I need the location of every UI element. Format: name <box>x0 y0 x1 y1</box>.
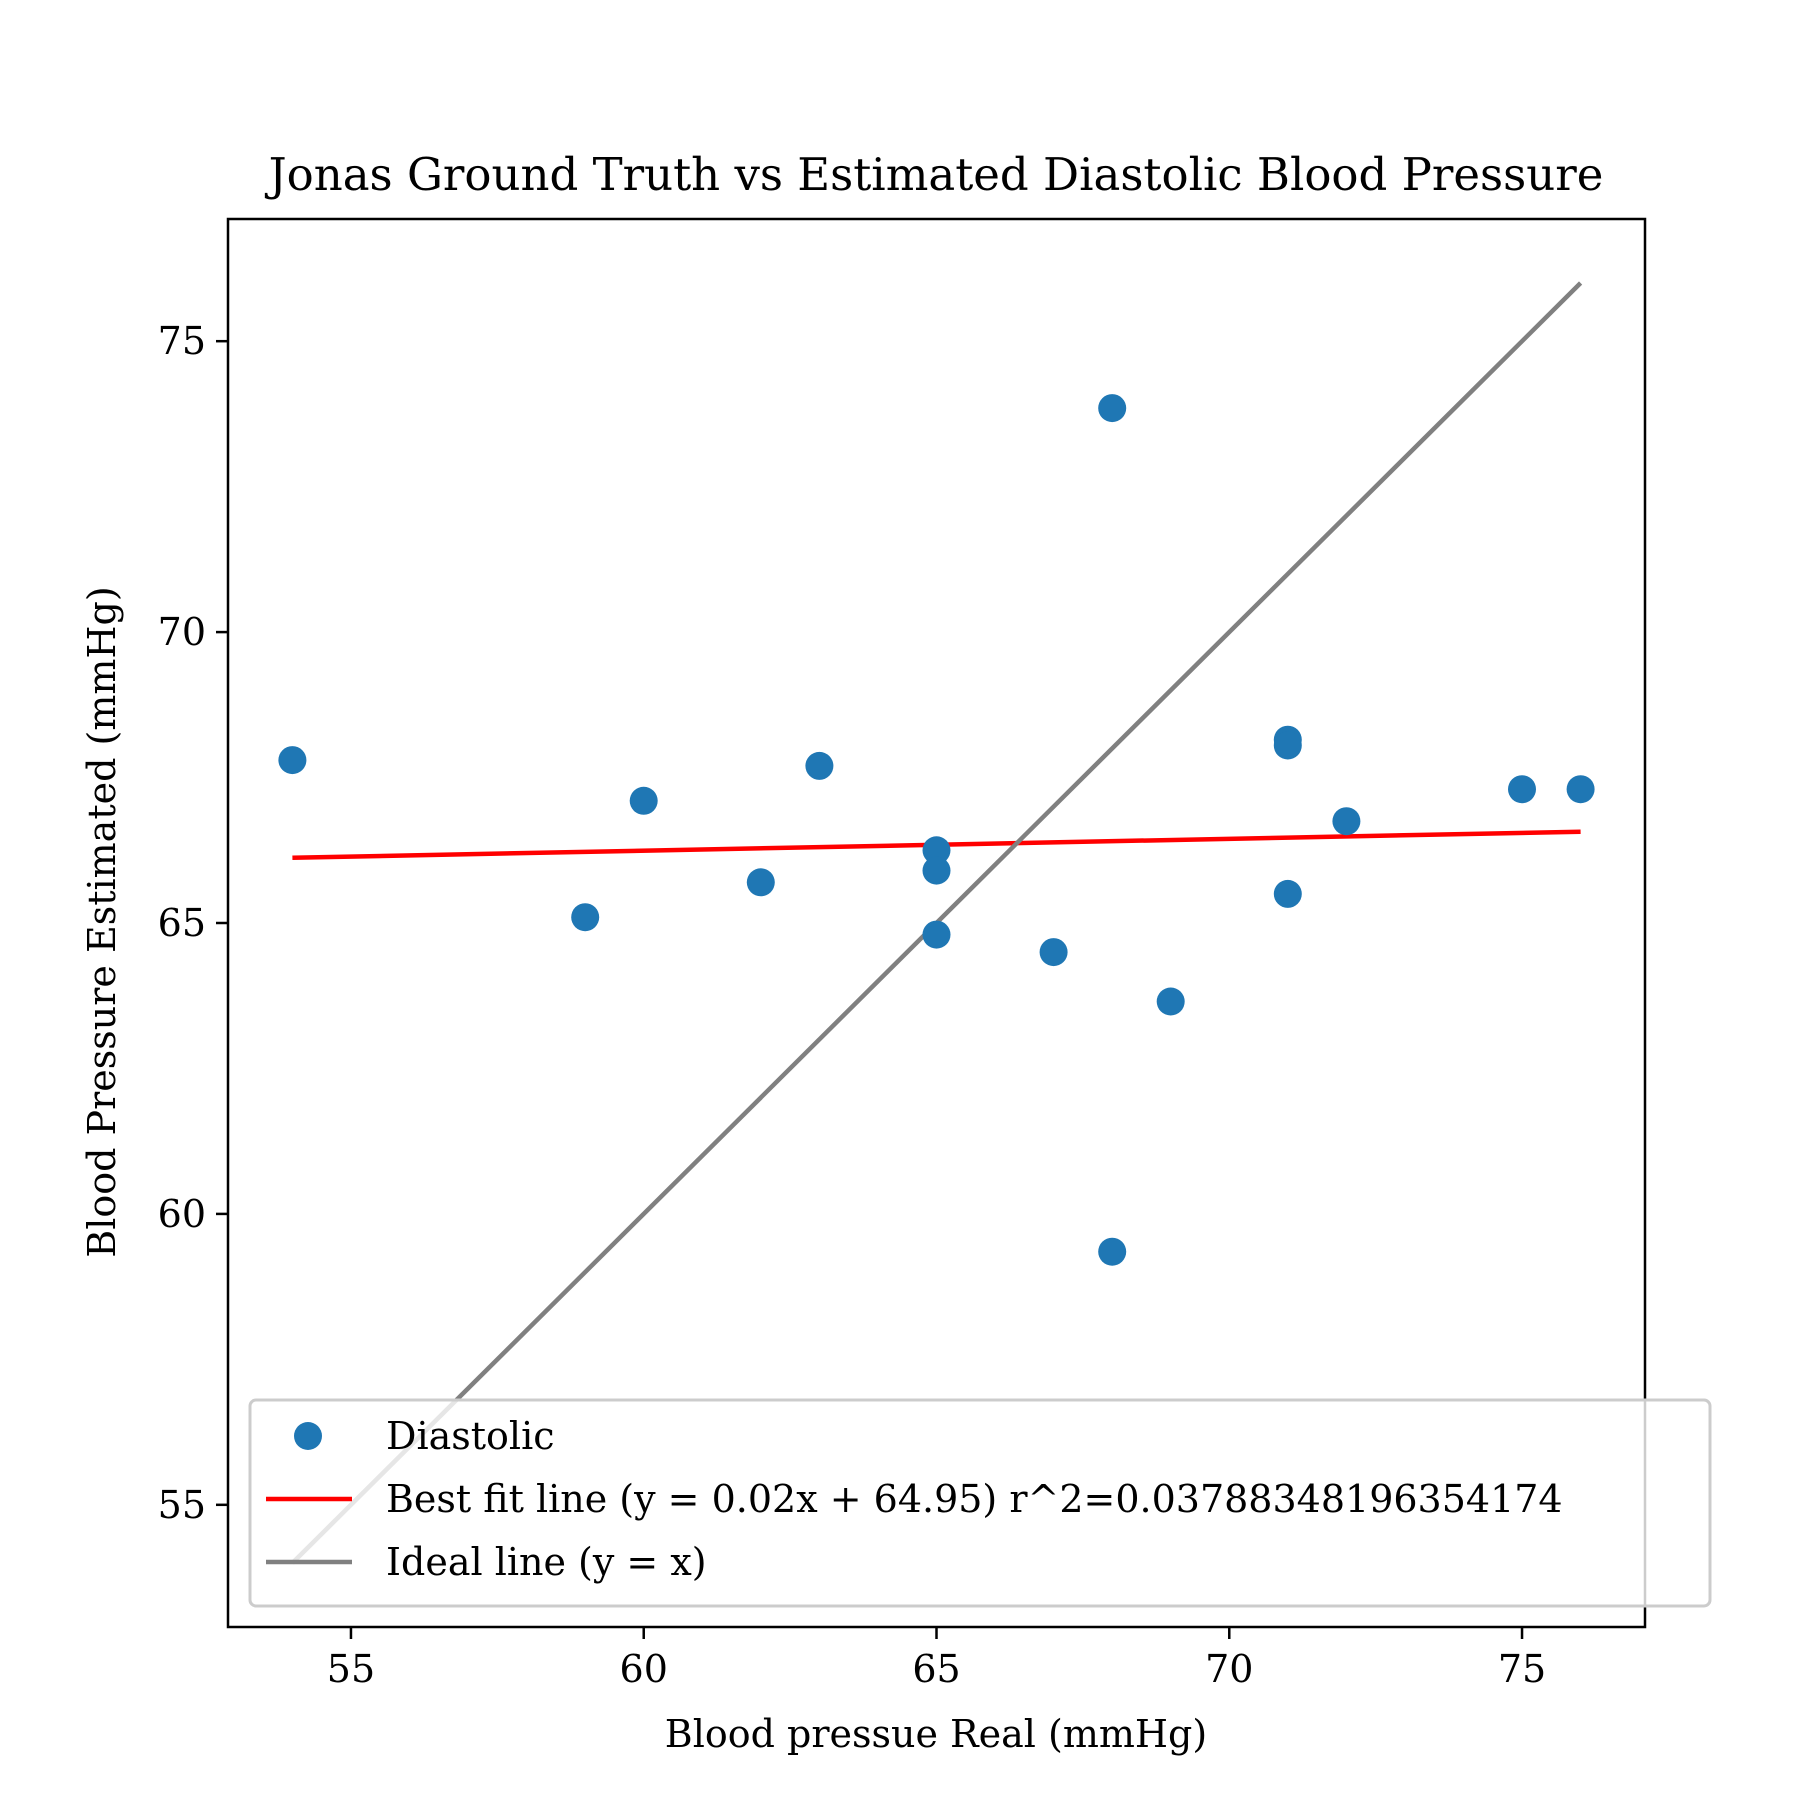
data-point <box>1039 938 1068 967</box>
y-tick-label: 55 <box>158 1483 206 1527</box>
data-point <box>1098 1237 1127 1266</box>
data-point <box>922 920 951 949</box>
data-point <box>746 868 775 897</box>
data-point <box>805 751 834 780</box>
legend-box <box>248 1398 1712 1608</box>
legend-label-diastolic: Diastolic <box>386 1414 555 1458</box>
plot-area <box>278 281 1595 1565</box>
data-point <box>1273 879 1302 908</box>
data-point <box>1098 394 1127 423</box>
legend: Diastolic Best fit line (y = 0.02x + 64.… <box>248 1398 1712 1608</box>
data-point <box>1273 731 1302 760</box>
y-tick-label: 65 <box>158 901 206 945</box>
data-point <box>629 786 658 815</box>
legend-label-ideal: Ideal line (y = x) <box>386 1540 707 1584</box>
data-point <box>922 836 951 865</box>
chart-title: Jonas Ground Truth vs Estimated Diastoli… <box>265 148 1604 201</box>
data-point <box>1566 775 1595 804</box>
y-tick-label: 60 <box>158 1192 206 1236</box>
x-tick-label: 65 <box>912 1647 960 1691</box>
x-axis-label: Blood pressue Real (mmHg) <box>665 1712 1207 1756</box>
x-tick-label: 75 <box>1498 1647 1546 1691</box>
data-point <box>278 746 307 775</box>
data-point <box>1508 775 1536 804</box>
legend-marker-diastolic <box>294 1422 322 1450</box>
legend-label-best-fit: Best fit line (y = 0.02x + 64.95) r^2=0.… <box>386 1477 1563 1521</box>
y-axis-label: Blood Pressure Estimated (mmHg) <box>80 586 124 1257</box>
data-point <box>1332 807 1361 836</box>
x-tick-label: 70 <box>1205 1647 1253 1691</box>
x-tick-label: 55 <box>327 1647 375 1691</box>
data-point <box>922 856 951 885</box>
y-tick-label: 75 <box>158 319 206 363</box>
data-point <box>571 903 600 932</box>
x-tick-label: 60 <box>620 1647 668 1691</box>
axes: 55 60 65 70 75 55 60 65 70 75 <box>158 217 1647 1691</box>
y-tick-label: 70 <box>158 610 206 654</box>
data-point <box>1156 987 1185 1016</box>
